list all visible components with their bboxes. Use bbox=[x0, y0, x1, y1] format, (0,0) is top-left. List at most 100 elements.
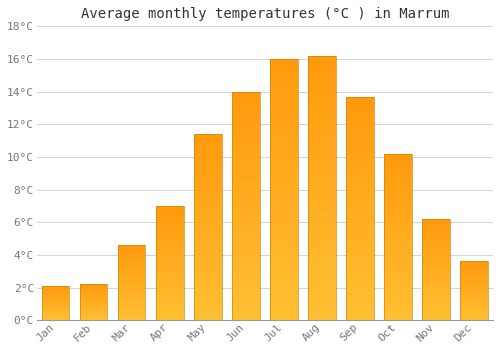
Bar bbox=[308, 79, 336, 82]
Bar bbox=[232, 243, 260, 246]
Bar bbox=[460, 305, 487, 306]
Bar bbox=[308, 82, 336, 85]
Bar bbox=[194, 255, 222, 258]
Bar bbox=[118, 301, 146, 302]
Bar bbox=[346, 164, 374, 167]
Bar bbox=[156, 279, 184, 280]
Bar bbox=[384, 254, 411, 256]
Bar bbox=[156, 224, 184, 226]
Bar bbox=[270, 274, 297, 278]
Bar bbox=[346, 295, 374, 298]
Bar bbox=[384, 224, 411, 226]
Bar bbox=[384, 266, 411, 268]
Bar bbox=[346, 119, 374, 122]
Bar bbox=[194, 318, 222, 320]
Bar bbox=[346, 289, 374, 292]
Bar bbox=[194, 248, 222, 251]
Bar bbox=[270, 203, 297, 206]
Bar bbox=[384, 226, 411, 229]
Bar bbox=[422, 295, 450, 296]
Bar bbox=[460, 310, 487, 311]
Bar bbox=[308, 85, 336, 89]
Bar bbox=[384, 154, 411, 156]
Bar bbox=[80, 309, 108, 310]
Bar bbox=[270, 225, 297, 229]
Bar bbox=[308, 122, 336, 125]
Bar bbox=[118, 289, 146, 290]
Bar bbox=[308, 115, 336, 119]
Bar bbox=[422, 236, 450, 237]
Bar bbox=[270, 88, 297, 92]
Bar bbox=[156, 317, 184, 319]
Bar bbox=[422, 247, 450, 248]
Bar bbox=[384, 178, 411, 181]
Bar bbox=[156, 253, 184, 254]
Bar bbox=[118, 264, 146, 265]
Bar bbox=[384, 185, 411, 187]
Bar bbox=[194, 260, 222, 262]
Bar bbox=[346, 108, 374, 111]
Bar bbox=[346, 141, 374, 144]
Bar bbox=[194, 192, 222, 195]
Bar bbox=[80, 302, 108, 303]
Bar bbox=[422, 293, 450, 294]
Bar bbox=[422, 319, 450, 320]
Bar bbox=[460, 296, 487, 297]
Bar bbox=[232, 203, 260, 206]
Bar bbox=[422, 268, 450, 270]
Bar bbox=[270, 190, 297, 193]
Bar bbox=[346, 150, 374, 153]
Bar bbox=[118, 300, 146, 301]
Bar bbox=[308, 148, 336, 152]
Bar bbox=[118, 293, 146, 294]
Bar bbox=[232, 298, 260, 300]
Bar bbox=[232, 260, 260, 263]
Bar bbox=[232, 295, 260, 298]
Bar bbox=[232, 106, 260, 109]
Bar bbox=[384, 177, 411, 178]
Bar bbox=[384, 181, 411, 183]
Bar bbox=[422, 259, 450, 261]
Bar bbox=[346, 175, 374, 178]
Bar bbox=[308, 277, 336, 281]
Bar bbox=[156, 233, 184, 235]
Bar bbox=[194, 162, 222, 164]
Bar bbox=[422, 224, 450, 225]
Bar bbox=[346, 211, 374, 214]
Bar bbox=[346, 298, 374, 301]
Bar bbox=[194, 223, 222, 225]
Bar bbox=[346, 191, 374, 194]
Bar bbox=[308, 287, 336, 290]
Bar bbox=[80, 303, 108, 304]
Bar bbox=[80, 290, 108, 291]
Bar bbox=[118, 248, 146, 249]
Bar bbox=[42, 316, 70, 317]
Bar bbox=[422, 316, 450, 318]
Bar bbox=[232, 309, 260, 312]
Bar bbox=[194, 288, 222, 290]
Bar bbox=[42, 318, 70, 319]
Bar bbox=[118, 304, 146, 305]
Bar bbox=[346, 278, 374, 281]
Bar bbox=[232, 317, 260, 320]
Bar bbox=[232, 263, 260, 266]
Bar bbox=[422, 277, 450, 279]
Bar bbox=[156, 226, 184, 228]
Bar bbox=[460, 269, 487, 270]
Bar bbox=[422, 305, 450, 306]
Bar bbox=[308, 178, 336, 181]
Bar bbox=[232, 160, 260, 163]
Bar bbox=[384, 237, 411, 239]
Bar bbox=[156, 306, 184, 307]
Bar bbox=[80, 304, 108, 305]
Bar bbox=[308, 314, 336, 317]
Bar bbox=[80, 286, 108, 287]
Bar bbox=[156, 243, 184, 245]
Bar bbox=[270, 92, 297, 95]
Bar bbox=[346, 256, 374, 259]
Bar bbox=[156, 269, 184, 270]
Bar bbox=[460, 294, 487, 295]
Bar bbox=[270, 147, 297, 150]
Bar bbox=[194, 276, 222, 278]
Bar bbox=[384, 306, 411, 308]
